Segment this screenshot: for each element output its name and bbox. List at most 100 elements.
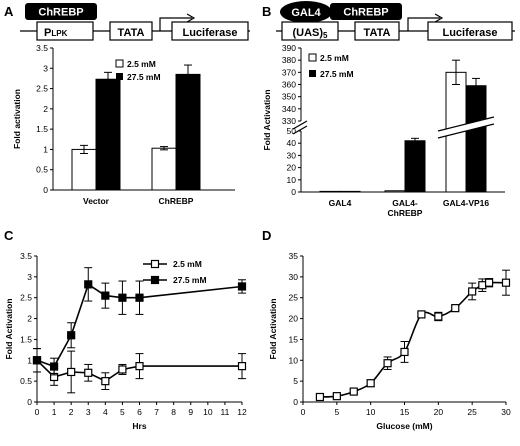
panel-d-x-tick-label: 10 <box>366 407 376 417</box>
panel-b-x-category-label: GAL4-VP16 <box>443 198 490 208</box>
panel-a-letter: A <box>4 4 14 19</box>
panel-c-point-1-1 <box>49 362 59 371</box>
panel-d-x-tick-label: 0 <box>301 407 306 417</box>
panel-d-series-line <box>319 281 507 398</box>
panel-a-legend-label-0: 2.5 mM <box>127 59 156 69</box>
panel-a-x-category-label: Vector <box>83 196 110 206</box>
panel-a-tss-arrow <box>159 17 192 31</box>
panel-b-tss-arrow <box>407 17 440 31</box>
panel-d-point-1 <box>332 392 341 401</box>
panel-b-bar-high-2 <box>465 85 487 193</box>
panel-d-point-10 <box>478 281 487 290</box>
panel-a-chart: 0 0.5 1 1.5 2 2.5 3 3.5 Fold activation Vector ChR… <box>12 43 235 206</box>
panel-b-y-tick-label: 30 <box>287 150 297 160</box>
panel-c-x-tick-label: 7 <box>154 407 159 417</box>
panel-a-tss-arrowhead <box>186 13 196 23</box>
panel-c-point-0-7 <box>237 362 247 371</box>
panel-b-legend-swatch-1 <box>309 70 316 77</box>
panel-c-x-tick-label: 6 <box>137 407 142 417</box>
panel-c-y-tick-label: 3 <box>27 272 32 282</box>
panel-c-point-0-2 <box>67 367 76 377</box>
panel-b-tata-box <box>354 21 400 41</box>
panel-c-point-0-5 <box>118 365 127 374</box>
panel-a-tata-label: TATA <box>118 27 145 39</box>
panel-b-y-tick-label: 50 <box>287 126 297 136</box>
panel-c-point-1-4 <box>101 291 110 300</box>
panel-b-uas-label: (UAS)5 <box>292 27 328 40</box>
panel-b-chrebp-box <box>330 3 402 20</box>
panel-c-x-tick-label: 9 <box>188 407 193 417</box>
panel-b-uas-box <box>281 21 339 41</box>
panel-d-y-tick-label: 35 <box>289 251 299 261</box>
panel-c-x-tick-label: 4 <box>103 407 108 417</box>
panel-d-point-9 <box>468 287 477 296</box>
panel-d-point-3 <box>366 379 375 388</box>
panel-c-point-0-3 <box>84 368 93 377</box>
panel-b-y-label: Fold Activation <box>262 89 272 150</box>
panel-b-bar-high-0 <box>339 190 361 193</box>
panel-b-axis-break-mark <box>292 120 308 130</box>
panel-c-legend-marker-0 <box>150 259 160 269</box>
panel-d-point-5 <box>400 347 409 357</box>
panel-d-chart: 0 5 10 15 20 25 30 35 0 5 10 15 20 25 30 Glucose (mM) Fo… <box>268 251 511 431</box>
panel-a-y-tick-label: 0 <box>43 185 48 195</box>
panel-c: C 00.511.522.533.50 1 2 3 4 5 6 7 8 9 10 11 12HrsFol… <box>4 228 247 431</box>
panel-b-letter: B <box>262 4 271 19</box>
panel-d-x-tick-label: 5 <box>334 407 339 417</box>
panel-b-y-tick-label: 20 <box>287 163 297 173</box>
panel-c-y-tick-label: 1 <box>27 355 32 365</box>
panel-a-y-tick-label: 1.5 <box>36 124 48 134</box>
panel-a-legend-label-1: 27.5 mM <box>127 72 161 82</box>
panel-a-chrebp-box <box>25 3 97 20</box>
panel-c-x-tick-label: 11 <box>221 407 230 417</box>
panel-c-legend-label-1: 27.5 mM <box>173 275 207 285</box>
panel-c-point-1-5 <box>118 293 127 302</box>
panel-d-point-7 <box>434 312 443 321</box>
panel-b-tss-arrowhead <box>434 13 444 23</box>
panel-d-y-tick-label: 30 <box>289 272 299 282</box>
panel-d-letter: D <box>262 228 271 243</box>
panel-c-x-tick-label: 12 <box>237 407 247 417</box>
panel-d-point-12 <box>501 278 511 287</box>
panel-b-gal4-oval <box>280 1 332 23</box>
panel-b-bar-low-1 <box>384 190 406 193</box>
panel-b-luciferase-box <box>427 21 513 41</box>
panel-c-x-tick-label: 10 <box>203 407 213 417</box>
panel-c-point-1-2 <box>67 331 76 340</box>
panel-b-bar-low-0 <box>319 190 341 193</box>
panel-d-y-tick-label: 25 <box>289 293 299 303</box>
panel-a-y-tick-label: 2 <box>43 104 48 114</box>
panel-b-legend-swatch-0 <box>308 53 317 62</box>
panel-a-y-tick-label: 3.5 <box>36 43 48 53</box>
panel-d-y-tick-label: 15 <box>289 334 299 344</box>
panel-b-y-tick-label: 330 <box>282 116 296 126</box>
panel-d-point-4 <box>383 359 392 368</box>
panel-c-point-0-6 <box>135 362 144 371</box>
panel-c-y-tick-label: 2.5 <box>20 293 32 303</box>
panel-c-y-tick-label: 0 <box>27 397 32 407</box>
panel-a-promoter-box <box>36 21 94 41</box>
panel-b: B GAL4 ChREBP (UAS)5 TATA Luciferase 0 10… <box>262 1 515 218</box>
panel-c-y-label: Fold Activation <box>4 298 14 359</box>
panel-d-point-2 <box>349 387 358 396</box>
panel-a-legend-swatch-1 <box>116 73 123 80</box>
panel-c-y-tick-label: 1.5 <box>20 334 32 344</box>
panel-c-point-1-6 <box>135 293 144 302</box>
panel-b-x-category-label: GAL4- <box>392 198 418 208</box>
panel-b-y-tick-label: 10 <box>287 175 297 185</box>
panel-b-x-category-label: GAL4 <box>329 198 352 208</box>
panel-c-x-tick-label: 3 <box>86 407 91 417</box>
panel-d-x-tick-label: 30 <box>501 407 511 417</box>
panel-d-x-tick-label: 20 <box>434 407 444 417</box>
panel-a-bar-high-1 <box>175 73 201 191</box>
panel-a-bar-low-0 <box>71 148 97 191</box>
panel-c-point-0-4 <box>101 377 110 386</box>
panel-b-bar-break-line <box>437 116 495 132</box>
panel-c-y-tick-label: 2 <box>27 314 32 324</box>
panel-b-y-tick-label: 390 <box>282 43 296 53</box>
panel-d-point-11 <box>484 278 494 287</box>
panel-b-tata-label: TATA <box>364 27 391 39</box>
panel-d-y-label: Fold Activation <box>268 298 278 359</box>
panel-c-y-tick-label: 0.5 <box>20 376 32 386</box>
